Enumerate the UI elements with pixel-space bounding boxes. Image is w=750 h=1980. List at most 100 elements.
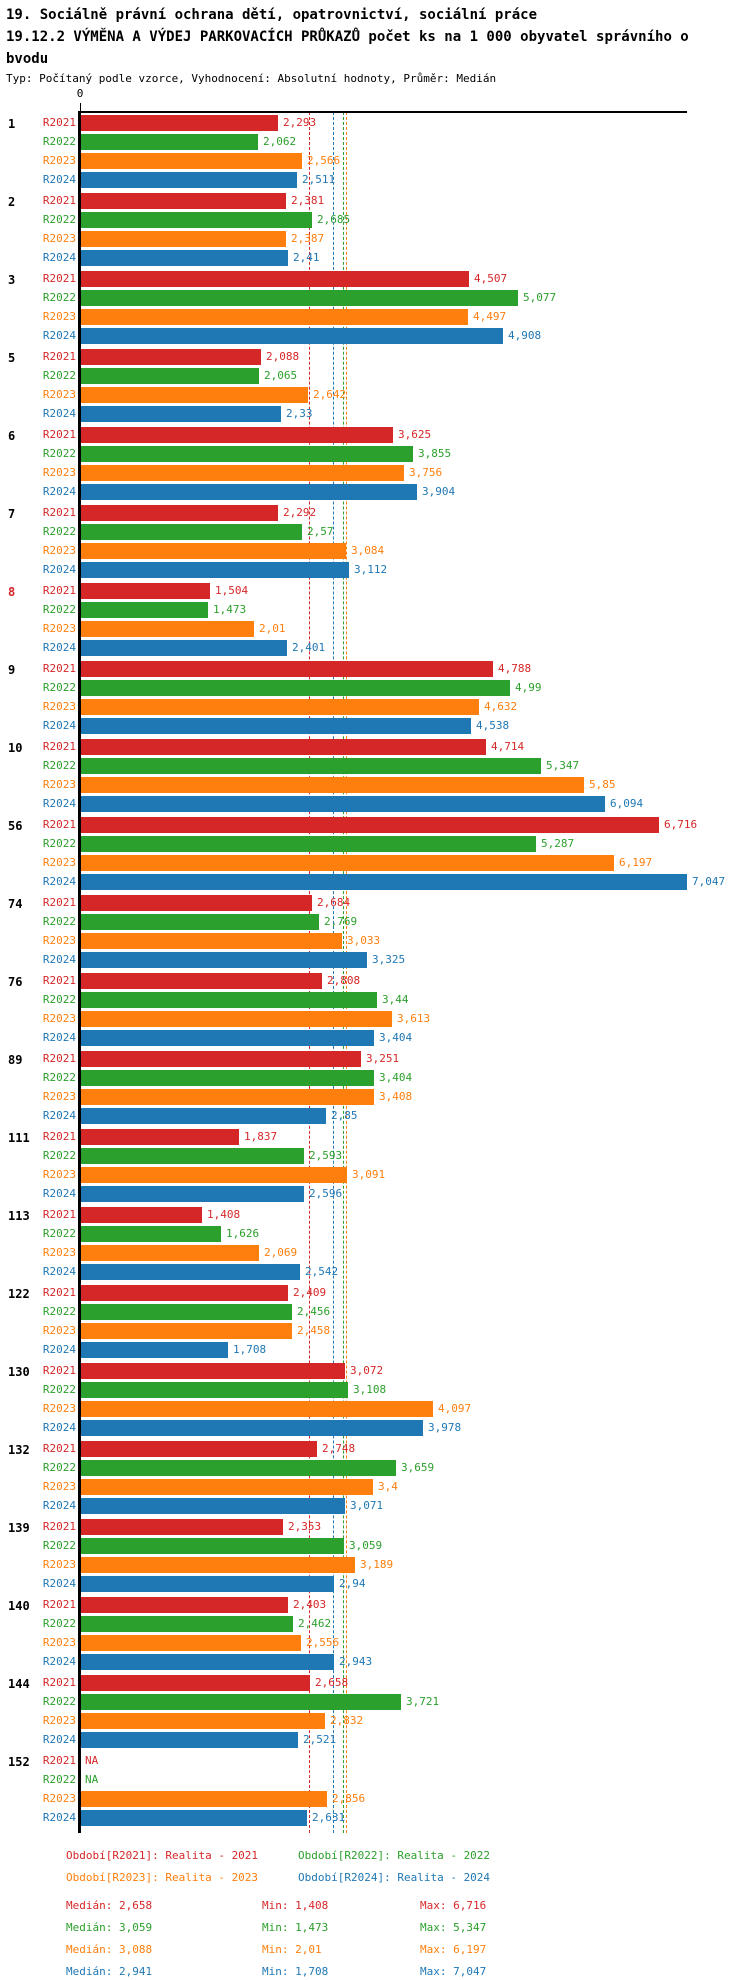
series-row-label-r2022: R2022 (42, 993, 76, 1006)
bar-value-label: 3,404 (379, 1071, 413, 1084)
bar-r2022 (81, 290, 518, 306)
bar-r2023 (81, 1479, 373, 1495)
bar-value-label: 2,57 (307, 525, 334, 538)
bar-r2024 (81, 874, 687, 890)
series-row-label-r2023: R2023 (42, 1402, 76, 1415)
bar-r2022 (81, 914, 319, 930)
bar-value-label: 5,077 (523, 291, 557, 304)
series-row-label-r2022: R2022 (42, 369, 76, 382)
bar-value-label: 3,978 (428, 1421, 462, 1434)
median-line-r2024 (332, 112, 334, 1833)
series-row-label-r2021: R2021 (42, 1754, 76, 1767)
series-row-label-r2024: R2024 (42, 407, 76, 420)
bar-value-label: 3,613 (397, 1012, 431, 1025)
bar-r2023 (81, 1167, 347, 1183)
na-value-label: NA (85, 1773, 99, 1786)
bar-value-label: 6,716 (664, 818, 698, 831)
bar-value-label: 3,904 (422, 485, 456, 498)
bar-r2021 (81, 973, 322, 989)
bar-value-label: 3,072 (350, 1364, 384, 1377)
series-row-label-r2021: R2021 (42, 1286, 76, 1299)
series-row-label-r2021: R2021 (42, 896, 76, 909)
bar-r2024 (81, 1186, 304, 1202)
bar-r2024 (81, 1420, 423, 1436)
bar-r2023 (81, 855, 614, 871)
bar-value-label: 2,381 (291, 194, 325, 207)
bar-r2022 (81, 992, 377, 1008)
series-row-label-r2021: R2021 (42, 1208, 76, 1221)
series-row-label-r2023: R2023 (42, 1012, 76, 1025)
series-row-label-r2022: R2022 (42, 915, 76, 928)
grouped-bar-chart: 0 1 R2021 2,293 R2022 2,062 R2023 2,566 R2024 2,… (8, 87, 726, 1833)
bar-r2024 (81, 718, 471, 734)
max-value-r2024: Max: 7,047 (420, 1965, 487, 1978)
chart-meta-info: Typ: Počítaný podle vzorce, Vyhodnocení:… (6, 72, 497, 85)
bar-value-label: 2,292 (283, 506, 317, 519)
bar-value-label: 7,047 (692, 875, 726, 888)
series-row-label-r2021: R2021 (42, 428, 76, 441)
bar-value-label: 3,408 (379, 1090, 413, 1103)
bar-value-label: 2,856 (332, 1792, 366, 1805)
bar-r2021 (81, 817, 659, 833)
series-row-label-r2023: R2023 (42, 622, 76, 635)
series-row-label-r2024: R2024 (42, 485, 76, 498)
bar-value-label: 3,091 (352, 1168, 386, 1181)
bar-r2024 (81, 640, 287, 656)
series-row-label-r2021: R2021 (42, 1598, 76, 1611)
bar-r2023 (81, 1011, 392, 1027)
bar-value-label: 2,631 (312, 1811, 346, 1824)
series-row-label-r2022: R2022 (42, 1539, 76, 1552)
series-row-label-r2022: R2022 (42, 1773, 76, 1786)
bar-r2023 (81, 699, 479, 715)
bar-r2022 (81, 1226, 221, 1242)
series-row-label-r2024: R2024 (42, 953, 76, 966)
bar-value-label: 3,059 (349, 1539, 383, 1552)
bar-r2024 (81, 250, 288, 266)
series-row-label-r2024: R2024 (42, 1265, 76, 1278)
bar-value-label: 2,088 (266, 350, 300, 363)
bar-r2022 (81, 1070, 374, 1086)
bar-value-label: 1,708 (233, 1343, 267, 1356)
bar-r2023 (81, 231, 286, 247)
group-label: 1 (8, 117, 16, 131)
series-row-label-r2023: R2023 (42, 1480, 76, 1493)
bar-value-label: 1,837 (244, 1130, 278, 1143)
bar-value-label: 2,062 (263, 135, 297, 148)
series-row-label-r2021: R2021 (42, 584, 76, 597)
series-row-label-r2024: R2024 (42, 641, 76, 654)
bar-value-label: 2,401 (292, 641, 326, 654)
y-axis-spine (78, 111, 81, 1833)
bar-value-label: 3,033 (347, 934, 381, 947)
bar-r2021 (81, 193, 286, 209)
series-row-label-r2022: R2022 (42, 1695, 76, 1708)
bar-r2022 (81, 1382, 348, 1398)
bar-value-label: 1,626 (226, 1227, 260, 1240)
bar-r2021 (81, 1285, 288, 1301)
series-row-label-r2023: R2023 (42, 388, 76, 401)
series-row-label-r2024: R2024 (42, 1343, 76, 1356)
bar-value-label: 2,293 (283, 116, 317, 129)
series-row-label-r2022: R2022 (42, 1227, 76, 1240)
bar-value-label: 3,112 (354, 563, 388, 576)
bar-r2022 (81, 1304, 292, 1320)
group-label: 130 (8, 1365, 30, 1379)
series-row-label-r2023: R2023 (42, 1090, 76, 1103)
bar-value-label: 3,084 (351, 544, 385, 557)
bar-value-label: 4,538 (476, 719, 510, 732)
group-label: 122 (8, 1287, 30, 1301)
series-row-label-r2024: R2024 (42, 1187, 76, 1200)
series-row-label-r2024: R2024 (42, 563, 76, 576)
bar-value-label: 2,387 (291, 232, 325, 245)
median-line-r2022 (343, 112, 345, 1833)
series-row-label-r2022: R2022 (42, 525, 76, 538)
bar-r2022 (81, 758, 541, 774)
bar-value-label: 2,658 (315, 1676, 349, 1689)
bar-r2022 (81, 836, 536, 852)
bar-r2022 (81, 1616, 293, 1632)
bar-r2024 (81, 1342, 228, 1358)
group-label: 5 (8, 351, 16, 365)
bar-r2021 (81, 427, 393, 443)
series-row-label-r2024: R2024 (42, 329, 76, 342)
series-row-label-r2023: R2023 (42, 1714, 76, 1727)
bar-value-label: 5,347 (546, 759, 580, 772)
